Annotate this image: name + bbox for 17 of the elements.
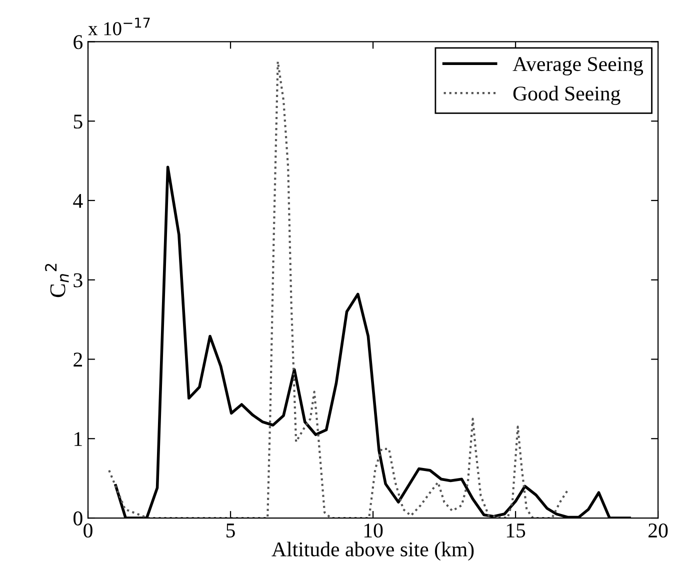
y-tick-label: 0 xyxy=(74,511,82,526)
text: x 10$^{−17}$ xyxy=(88,18,150,36)
y-tick-label: 4 xyxy=(73,194,83,208)
y-tick-label: 5 xyxy=(74,114,82,129)
x-tick-label: 20 xyxy=(648,523,668,538)
y-tick-label: 2 xyxy=(74,352,82,366)
x-axis-title: Altitude above site (km) xyxy=(272,542,474,561)
x-tick-label: 10 xyxy=(364,523,383,538)
x-tick-label: 5 xyxy=(226,524,235,538)
y-tick-label: 1 xyxy=(74,432,82,446)
y-tick-label: 3 xyxy=(74,273,82,288)
x-tick-label: 0 xyxy=(84,523,92,538)
y-axis-title: C$_{n}$$^{2}$ xyxy=(45,264,69,298)
y-tick-label: 6 xyxy=(74,35,83,50)
legend-label: Average Seeing xyxy=(512,57,644,76)
x-tick-label: 15 xyxy=(506,524,526,538)
legend-label: Good Seeing xyxy=(513,86,620,105)
